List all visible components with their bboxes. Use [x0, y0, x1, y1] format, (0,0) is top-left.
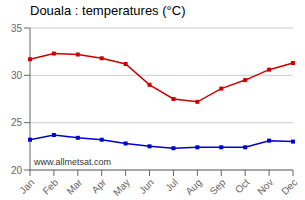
svg-text:Dec: Dec [279, 177, 297, 197]
svg-text:Mar: Mar [64, 176, 84, 196]
html-text:Douala : temperatures (°C): Douala : temperatures (°C) [30, 3, 186, 18]
svg-text:30: 30 [11, 70, 23, 81]
html-text:www.allmetsat.com: www.allmetsat.com [34, 157, 111, 167]
svg-text:Apr: Apr [89, 176, 108, 195]
svg-text:Oct: Oct [233, 177, 252, 196]
svg-text:35: 35 [11, 23, 23, 34]
svg-text:25: 25 [11, 117, 23, 128]
svg-text:20: 20 [11, 165, 23, 176]
svg-text:Feb: Feb [40, 176, 60, 196]
svg-text:Sep: Sep [207, 176, 228, 197]
svg-text:Jan: Jan [17, 177, 36, 196]
svg-text:May: May [111, 177, 132, 198]
svg-text:Aug: Aug [183, 177, 203, 197]
svg-text:Jun: Jun [137, 177, 156, 196]
svg-text:Jul: Jul [163, 177, 180, 194]
svg-text:Nov: Nov [255, 177, 275, 197]
